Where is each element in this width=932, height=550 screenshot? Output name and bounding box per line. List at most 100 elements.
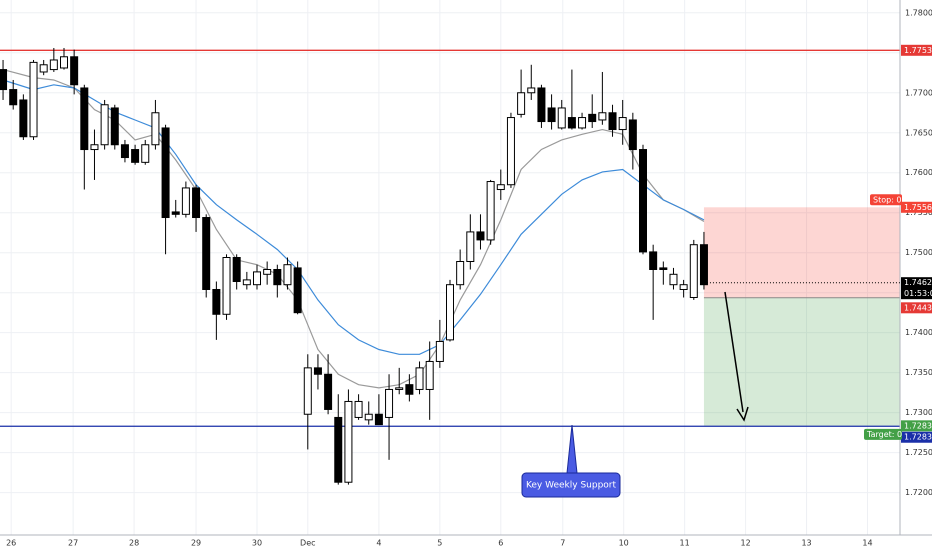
candle-body xyxy=(0,69,8,91)
candle-body xyxy=(466,231,475,263)
candle-body xyxy=(618,117,627,131)
x-tick-label: Dec xyxy=(300,539,315,548)
y-tick-label: 1.72500 xyxy=(905,448,932,457)
x-tick-label: 14 xyxy=(862,539,872,548)
candle-body xyxy=(324,373,333,410)
moving-average-line xyxy=(2,69,705,389)
stop-tag-box xyxy=(870,194,902,206)
moving-average-line xyxy=(2,79,705,355)
plot xyxy=(0,47,900,485)
candle-body xyxy=(456,261,465,286)
y-tick-label: 1.78000 xyxy=(905,8,932,17)
candle-body xyxy=(100,104,109,146)
callout: Key Weekly Support xyxy=(521,424,621,498)
entry-price-label: 1.74436 xyxy=(904,303,932,312)
candle-body xyxy=(659,267,668,270)
candle-body xyxy=(80,87,89,151)
candle-body xyxy=(425,360,434,390)
x-tick-label: 29 xyxy=(191,539,201,548)
candle-body xyxy=(527,87,536,94)
candle-body xyxy=(110,107,119,146)
candle-body xyxy=(628,119,637,151)
candle-body xyxy=(49,59,58,71)
level-price-label-box xyxy=(901,431,932,443)
candle-body xyxy=(232,257,241,282)
stop-zone xyxy=(703,207,900,298)
candle-body xyxy=(283,264,292,286)
target-price-label-box xyxy=(901,420,932,432)
candle-body xyxy=(588,113,597,123)
candle-body xyxy=(608,112,617,131)
candle-body xyxy=(141,144,150,163)
last-price-box xyxy=(901,277,932,300)
candle-body xyxy=(486,181,495,241)
target-zone xyxy=(703,297,900,426)
x-tick-label: 10 xyxy=(619,539,629,548)
candle-body xyxy=(689,244,698,298)
candle-body xyxy=(252,271,261,286)
candle-body xyxy=(131,149,140,163)
candle-body xyxy=(212,288,221,315)
callout-box xyxy=(521,472,621,498)
candle-body xyxy=(242,279,251,286)
candle-body xyxy=(669,273,678,286)
arrow-head xyxy=(736,406,749,422)
candle-body xyxy=(59,56,68,69)
entry-price-label-box xyxy=(901,302,932,314)
candle-body xyxy=(476,231,485,241)
x-tick-label: 13 xyxy=(801,539,811,548)
candle-body xyxy=(90,144,99,151)
y-tick-label: 1.76500 xyxy=(905,128,932,137)
y-tick-label: 1.76000 xyxy=(905,168,932,177)
candle-body xyxy=(547,107,556,123)
target-tag: Target: 0 xyxy=(866,430,902,439)
candle-body xyxy=(29,61,38,138)
candle-body xyxy=(598,112,607,121)
candle-body xyxy=(202,217,211,290)
x-tick-label: 26 xyxy=(6,539,16,548)
candle-body xyxy=(273,268,282,286)
y-tick-label: 1.74000 xyxy=(905,328,932,337)
last-price-label: 1.74625 xyxy=(904,278,932,287)
candle-body xyxy=(181,187,190,215)
y-tick-label: 1.77000 xyxy=(905,88,932,97)
stop-tag: Stop: 0 xyxy=(873,195,902,204)
x-tick-label: 27 xyxy=(68,539,78,548)
level-price-label: 1.72830 xyxy=(904,433,932,442)
candle-body xyxy=(506,117,515,186)
candle-body xyxy=(405,384,414,395)
candle-body xyxy=(649,251,658,270)
level-price-label-box xyxy=(901,44,932,56)
x-tick-label: 6 xyxy=(498,539,503,548)
x-tick-label: 11 xyxy=(680,539,690,548)
candle-body xyxy=(435,340,444,362)
candle-body xyxy=(9,89,18,106)
candle-body xyxy=(395,387,404,390)
candle-body xyxy=(374,413,383,426)
candle-body xyxy=(517,92,526,115)
candle-body xyxy=(567,117,576,129)
x-tick-label: 4 xyxy=(376,539,381,548)
candle-body xyxy=(415,367,424,390)
candle-body xyxy=(496,184,505,191)
x-tick-label: 30 xyxy=(252,539,262,548)
candle-body xyxy=(537,87,546,123)
projection-arrow xyxy=(724,291,749,422)
x-tick-label: 28 xyxy=(129,539,139,548)
candle-body xyxy=(334,416,343,483)
x-tick-label: 12 xyxy=(741,539,751,548)
callout-text: Key Weekly Support xyxy=(526,481,617,491)
candle-body xyxy=(699,244,708,286)
candle-body xyxy=(303,367,312,415)
candle-body xyxy=(639,149,648,253)
candle-body xyxy=(364,413,373,421)
x-tick-label: 7 xyxy=(560,539,565,548)
candle-body xyxy=(679,284,688,290)
target-price-label: 1.72835 xyxy=(904,421,932,430)
y-tick-label: 1.73500 xyxy=(905,368,932,377)
candle-body xyxy=(39,64,48,73)
candle-body xyxy=(385,388,394,418)
